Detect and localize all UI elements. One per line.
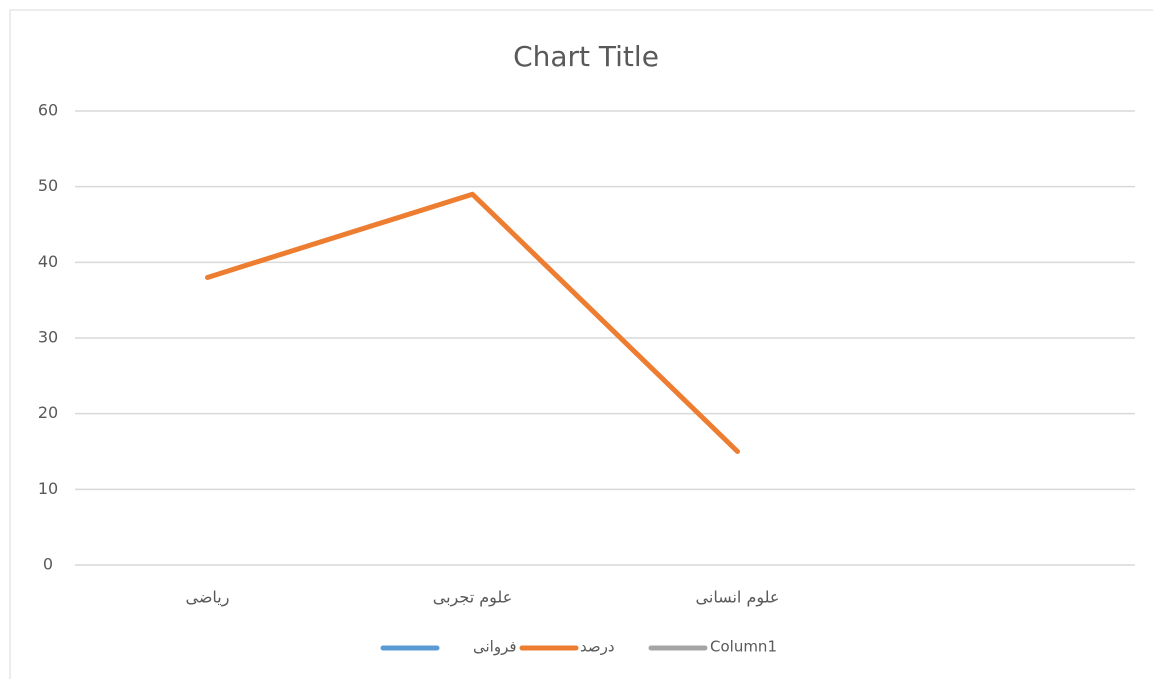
y-tick-label: 50 bbox=[38, 176, 58, 195]
series-line bbox=[205, 191, 740, 454]
y-tick-label: 0 bbox=[43, 555, 53, 574]
y-tick-label: 10 bbox=[38, 479, 58, 498]
y-tick-label: 60 bbox=[38, 101, 58, 120]
x-tick-label: ریاضی bbox=[186, 588, 230, 608]
x-tick-label: علوم تجربی bbox=[433, 588, 513, 608]
chart-frame bbox=[9, 9, 1153, 679]
y-tick-label: 30 bbox=[38, 328, 58, 347]
legend-label: درصد bbox=[580, 638, 615, 656]
legend-label: Column1 bbox=[710, 638, 777, 656]
y-tick-label: 20 bbox=[38, 403, 58, 422]
legend-label: فروانی bbox=[473, 638, 517, 656]
y-tick-label: 40 bbox=[38, 252, 58, 271]
x-tick-label: علوم انسانی bbox=[696, 588, 780, 608]
chart-title: Chart Title bbox=[513, 40, 659, 73]
